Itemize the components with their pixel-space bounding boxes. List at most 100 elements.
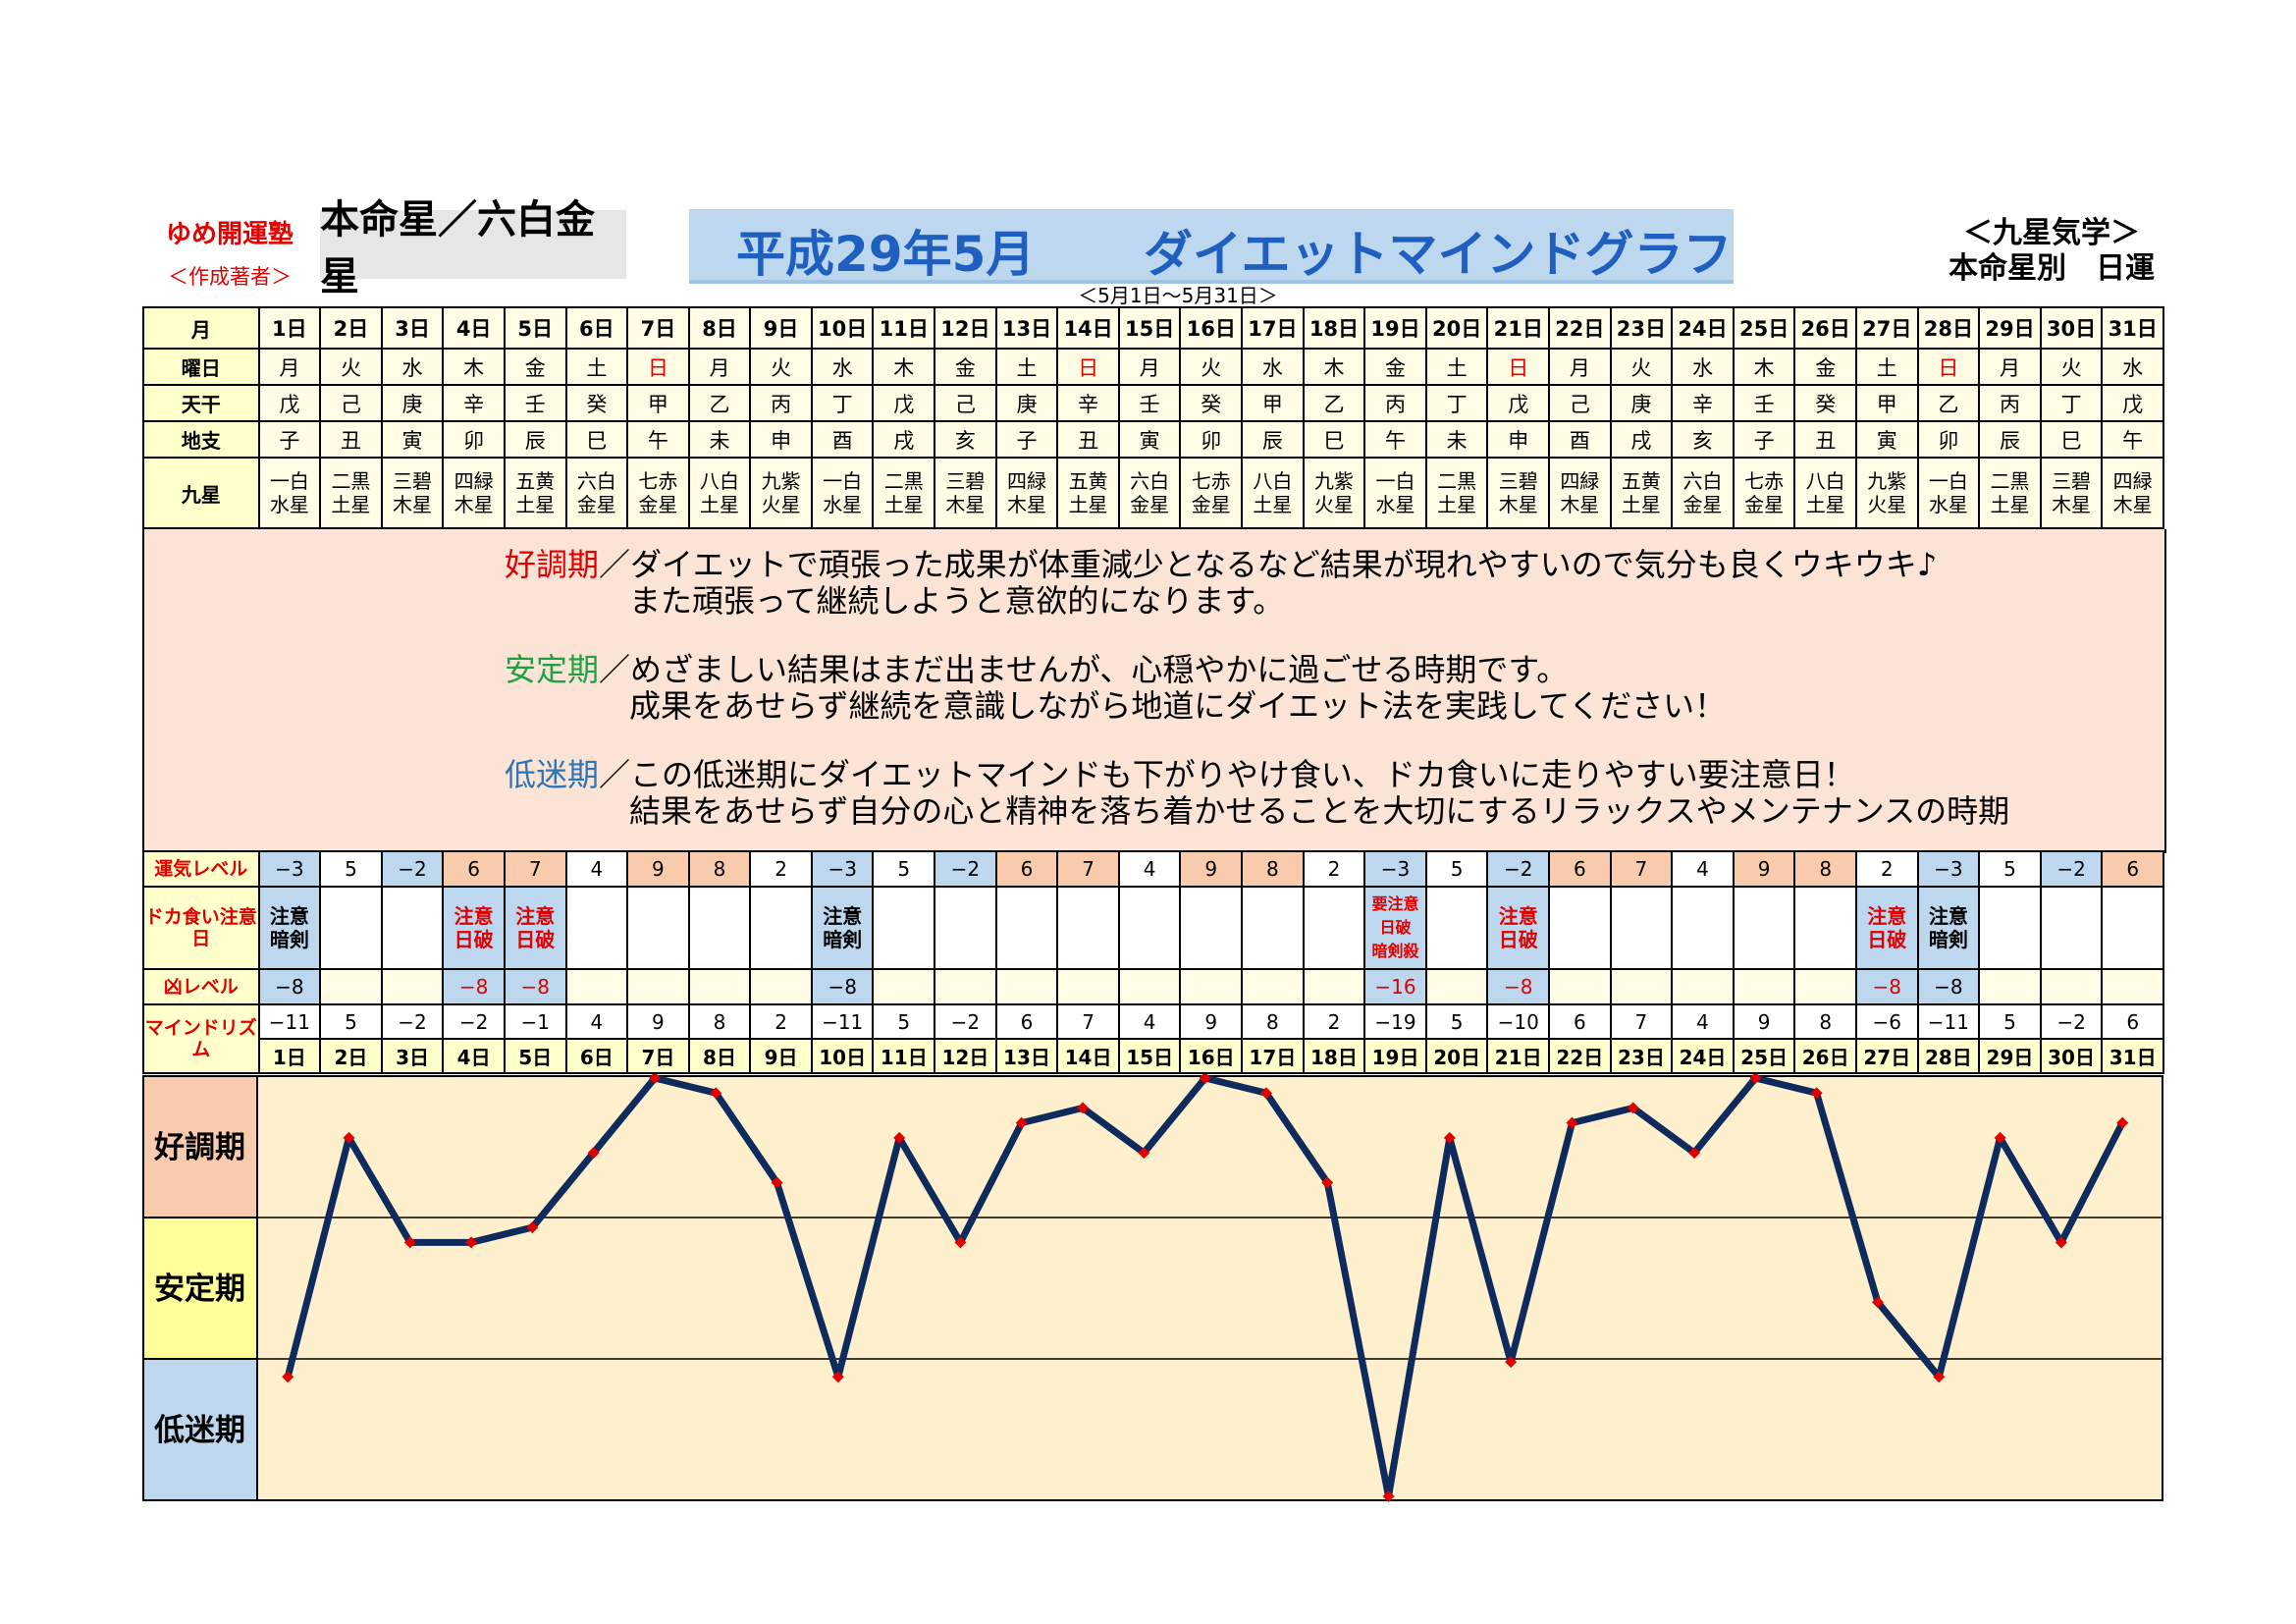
kyusei-bottom: 木星 — [1560, 493, 1600, 516]
weekday-cell: 木 — [1302, 348, 1366, 386]
day-cell-bottom: 17日 — [1241, 1038, 1305, 1074]
kyo-cell — [1978, 968, 2042, 1005]
kyusei-top: 七赤 — [638, 469, 678, 493]
unki-cell: 5 — [1424, 850, 1489, 888]
mind-cell: 6 — [2101, 1003, 2164, 1040]
day-cell-bottom: 12日 — [934, 1038, 997, 1074]
chishi-cell: 申 — [749, 420, 813, 459]
data-point — [710, 1087, 722, 1100]
chishi-cell: 卯 — [1916, 420, 1981, 459]
kyusei-cell: 二黒 土星 — [319, 457, 383, 529]
kyusei-cell: 七赤 金星 — [626, 457, 690, 529]
caution-text: 注意 — [1867, 904, 1907, 928]
mind-cell: −6 — [1854, 1003, 1919, 1040]
kyo-cell: −8 — [442, 968, 506, 1005]
band-label: 安定期 — [154, 1272, 245, 1307]
weekday-cell: 金 — [1363, 348, 1427, 386]
kyusei-bottom: 金星 — [638, 493, 678, 516]
data-point — [343, 1131, 355, 1144]
day-cell: 21日 — [1486, 306, 1551, 350]
day-cell: 11日 — [872, 306, 936, 350]
weekday-cell: 水 — [810, 348, 875, 386]
day-cell-bottom: 7日 — [626, 1038, 690, 1074]
mind-cell: 9 — [1732, 1003, 1796, 1040]
tenkan-cell: 乙 — [687, 384, 752, 422]
chishi-cell: 申 — [1486, 420, 1551, 459]
kyusei-bottom: 水星 — [269, 493, 309, 516]
day-cell-bottom: 4日 — [442, 1038, 506, 1074]
kyo-cell — [687, 968, 752, 1005]
day-cell-bottom: 15日 — [1117, 1038, 1182, 1074]
day-cell: 24日 — [1671, 306, 1735, 350]
day-cell: 8日 — [687, 306, 752, 350]
kyusei-bottom: 土星 — [1805, 493, 1845, 516]
kyo-cell — [1548, 968, 1612, 1005]
kw-low: 低迷期 — [505, 756, 600, 793]
kyusei-bottom: 木星 — [1498, 493, 1538, 516]
kyusei-bottom: 木星 — [2112, 493, 2153, 516]
caution-cell — [2039, 886, 2104, 970]
chishi-cell: 戌 — [1609, 420, 1674, 459]
kyusei-bottom: 火星 — [1313, 493, 1354, 516]
kyusei-cell: 五黄 土星 — [1609, 457, 1674, 529]
caution-text: 暗剣 — [1928, 928, 1968, 951]
mind-cell: 4 — [564, 1003, 629, 1040]
caution-cell — [1302, 886, 1366, 970]
unki-cell: 8 — [687, 850, 752, 888]
kyusei-bottom: 土星 — [1621, 493, 1661, 516]
unki-cell: −2 — [1486, 850, 1551, 888]
mind-cell: −2 — [2039, 1003, 2104, 1040]
mind-cell: 8 — [1793, 1003, 1857, 1040]
kyo-cell — [1241, 968, 1305, 1005]
kyusei-cell: 五黄 土星 — [503, 457, 567, 529]
tenkan-cell: 戊 — [872, 384, 936, 422]
day-cell: 27日 — [1854, 306, 1919, 350]
mind-cell: −11 — [257, 1003, 322, 1040]
caution-text: 暗剣殺 — [1371, 942, 1419, 960]
kyusei-bottom: 土星 — [1990, 493, 2030, 516]
kyusei-bottom: 土星 — [883, 493, 924, 516]
chishi-cell: 酉 — [810, 420, 875, 459]
unki-cell: 5 — [872, 850, 936, 888]
desc-good: 好調期／ダイエットで頑張った成果が体重減少となるなど結果が現れやすいので気分も良… — [505, 547, 1937, 620]
caution-cell — [994, 886, 1059, 970]
desc-low: 低迷期／この低迷期にダイエットマインドも下がりやけ食い、ドカ食いに走りやすい要注… — [505, 757, 2009, 830]
caution-cell — [564, 886, 629, 970]
mind-cell: 5 — [1424, 1003, 1489, 1040]
day-cell: 3日 — [380, 306, 445, 350]
tenkan-cell: 丁 — [2039, 384, 2104, 422]
kyo-cell — [934, 968, 997, 1005]
kyusei-bottom: 金星 — [576, 493, 616, 516]
chishi-cell: 辰 — [503, 420, 567, 459]
weekday-cell: 金 — [934, 348, 997, 386]
day-cell: 5日 — [503, 306, 567, 350]
data-point — [771, 1176, 783, 1189]
kyo-cell — [1117, 968, 1182, 1005]
chishi-cell: 卯 — [1179, 420, 1244, 459]
tenkan-cell: 己 — [1548, 384, 1612, 422]
weekday-cell: 月 — [687, 348, 752, 386]
kyusei-bottom: 水星 — [1375, 493, 1415, 516]
weekday-cell: 木 — [1732, 348, 1796, 386]
chishi-cell: 巳 — [1302, 420, 1366, 459]
mind-cell: −11 — [1916, 1003, 1981, 1040]
unki-cell: −2 — [934, 850, 997, 888]
band-label-bg — [142, 1217, 258, 1360]
day-cell: 29日 — [1978, 306, 2042, 350]
mind-cell: −2 — [934, 1003, 997, 1040]
kyusei-cell: 一白 水星 — [257, 457, 322, 529]
kyo-cell: −8 — [1916, 968, 1981, 1005]
mind-cell: 2 — [749, 1003, 813, 1040]
data-point — [1382, 1490, 1395, 1502]
row-days-bottom: 1日 2日 3日 4日 5日 6日 7日 8日 9日 10日 11日 12日 13日 14日 15日 16日 1… — [143, 1038, 2164, 1074]
chishi-cell: 午 — [1363, 420, 1427, 459]
caution-text: 注意 — [454, 904, 494, 928]
kyusei-top: 二黒 — [331, 469, 371, 493]
level-table: 運気レベル −3 5 −2 6 7 4 9 8 2 −3 5 −2 6 7 4 9 8 2 −3 5 −2 6 7 4 9 8 2−… — [142, 850, 2164, 1074]
caution-cell — [1424, 886, 1489, 970]
caution-cell: 注意 日破 — [442, 886, 506, 970]
mind-cell: −2 — [442, 1003, 506, 1040]
band-label-bg — [142, 1358, 258, 1501]
kyusei-top: 四緑 — [2112, 469, 2153, 493]
